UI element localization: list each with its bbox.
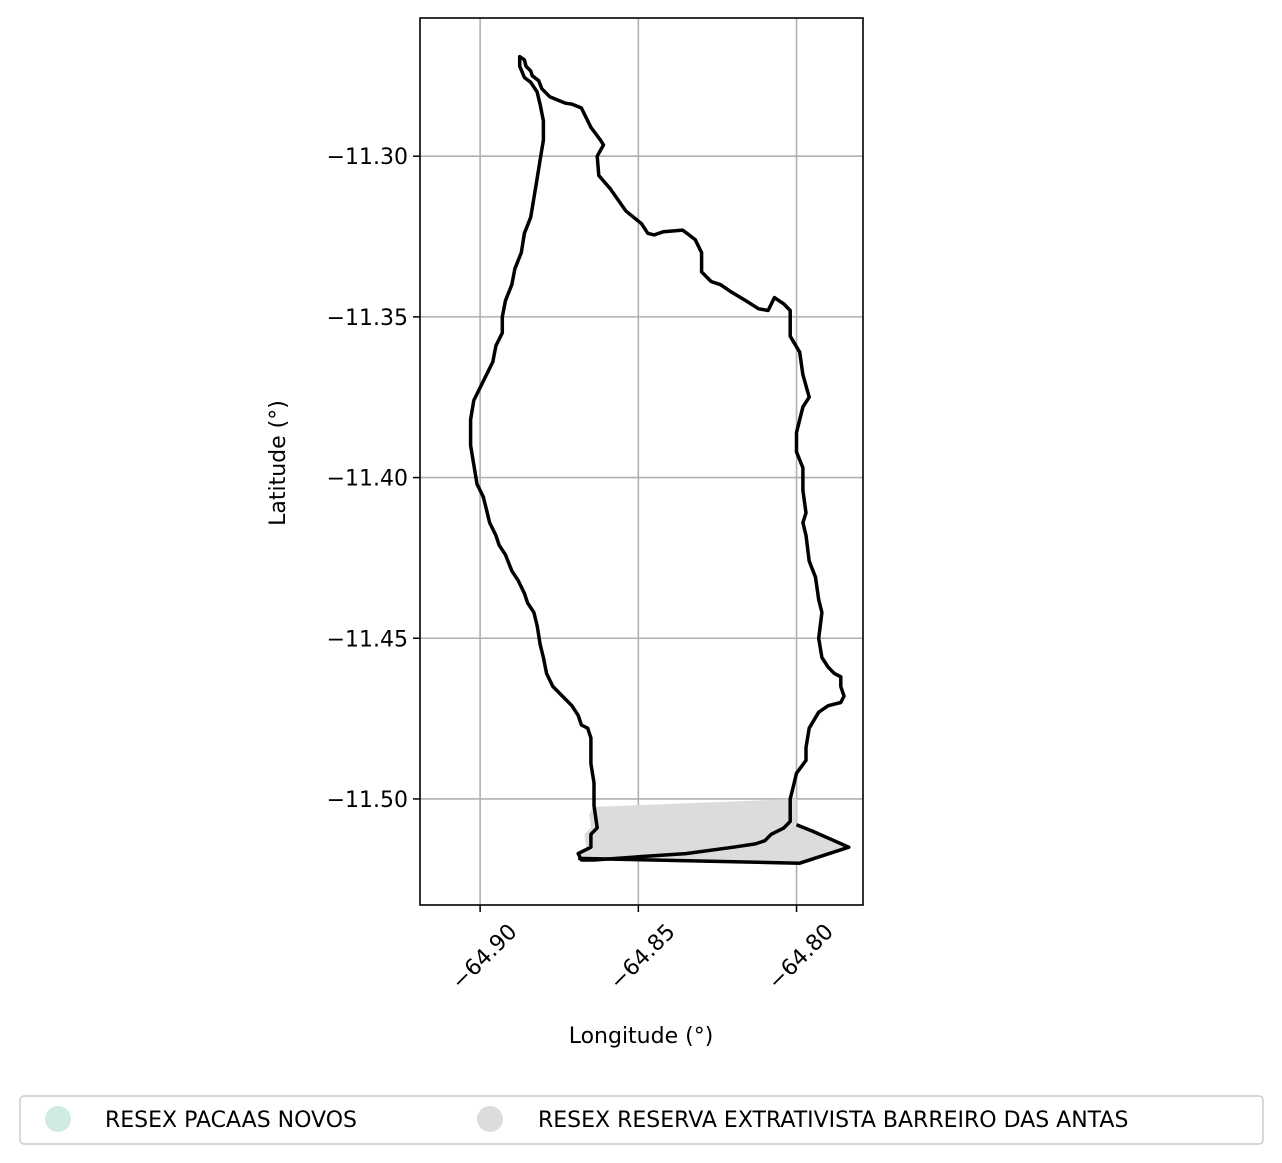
- south-boundary: [578, 823, 851, 865]
- y-axis-label: Latitude (°): [266, 400, 291, 526]
- y-tick-label: −11.45: [327, 627, 408, 652]
- legend-item-barreiro-das-antas: RESEX RESERVA EXTRATIVISTA BARREIRO DAS …: [477, 1106, 1128, 1133]
- y-tick-label: −11.30: [327, 145, 408, 170]
- legend-label-barreiro-das-antas: RESEX RESERVA EXTRATIVISTA BARREIRO DAS …: [538, 1108, 1128, 1133]
- legend: RESEX PACAAS NOVOS RESEX RESERVA EXTRATI…: [19, 1095, 1264, 1145]
- legend-frame: [19, 1095, 1264, 1145]
- axes-background: [420, 18, 863, 905]
- map-shapes: [468, 54, 851, 865]
- legend-label-pacaas-novos: RESEX PACAAS NOVOS: [105, 1108, 357, 1133]
- y-tick-label: −11.40: [327, 467, 408, 492]
- axes-frame: [419, 17, 864, 906]
- y-tick-label: −11.35: [327, 306, 408, 331]
- y-tick-label: −11.50: [327, 788, 408, 813]
- region-outline: [468, 54, 846, 862]
- legend-item-pacaas-novos: RESEX PACAAS NOVOS: [45, 1106, 357, 1133]
- legend-marker-barreiro-das-antas: [477, 1106, 503, 1132]
- x-axis-label: Longitude (°): [569, 1024, 714, 1049]
- region-fill: [578, 798, 849, 864]
- legend-marker-pacaas-novos: [45, 1106, 71, 1132]
